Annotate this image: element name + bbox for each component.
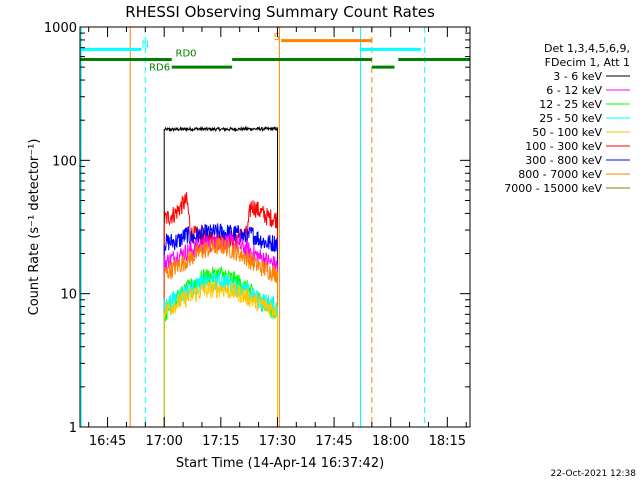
legend-entry-label-2: 12 - 25 keV [539,98,602,111]
x-tick-label-6: 18:15 [429,434,466,449]
plot-frame [79,26,471,428]
y-axis-label: Count Rate (s⁻¹ detector⁻¹) [27,139,42,316]
x-tick-label-3: 17:30 [259,434,296,449]
series-4 [163,237,278,427]
series-2 [163,223,278,427]
legend-entry-label-0: 3 - 6 keV [553,70,602,83]
series-7 [163,280,278,427]
x-tick-label-0: 16:45 [89,434,126,449]
legend-entry-label-6: 300 - 800 keV [525,154,602,167]
y-tick-label-0: 1 [69,421,77,436]
legend-entry-label-4: 50 - 100 keV [532,126,602,139]
x-axis-label: Start Time (14-Apr-14 16:37:42) [176,456,384,471]
annotation-label-1: S [274,32,280,43]
annotation-label-0: N [142,40,149,51]
axes: 1 10 100 1000 16:45 17:00 17:15 17:30 17:45 18:00… [44,21,470,449]
footer-date: 22-Oct-2021 12:38 [551,469,637,479]
x-tick-label-5: 18:00 [372,434,409,449]
plot-area: N S RD0 RD6 [80,27,470,427]
y-tick-label-2: 100 [52,154,77,169]
x-tick-label-4: 17:45 [315,434,352,449]
annotation-label-3: RD6 [149,63,170,74]
series-1 [163,192,278,427]
series-0 [163,125,278,427]
annotation-label-2: RD0 [176,49,197,60]
legend-entry-label-3: 25 - 50 keV [539,112,602,125]
legend-entry-label-1: 6 - 12 keV [546,84,602,97]
y-tick-label-3: 1000 [44,21,77,36]
chart-title: RHESSI Observing Summary Count Rates [125,3,435,21]
legend: Det 1,3,4,5,6,9,FDecim 1, Att 13 - 6 keV… [504,42,630,195]
x-tick-label-2: 17:15 [202,434,239,449]
legend-header-1: FDecim 1, Att 1 [545,56,630,69]
legend-entry-label-5: 100 - 300 keV [525,140,602,153]
y-tick-label-1: 10 [60,288,77,303]
legend-entry-label-8: 7000 - 15000 keV [504,182,602,195]
legend-entry-label-7: 800 - 7000 keV [518,168,602,181]
legend-header-0: Det 1,3,4,5,6,9, [544,42,630,55]
x-tick-label-1: 17:00 [145,434,182,449]
